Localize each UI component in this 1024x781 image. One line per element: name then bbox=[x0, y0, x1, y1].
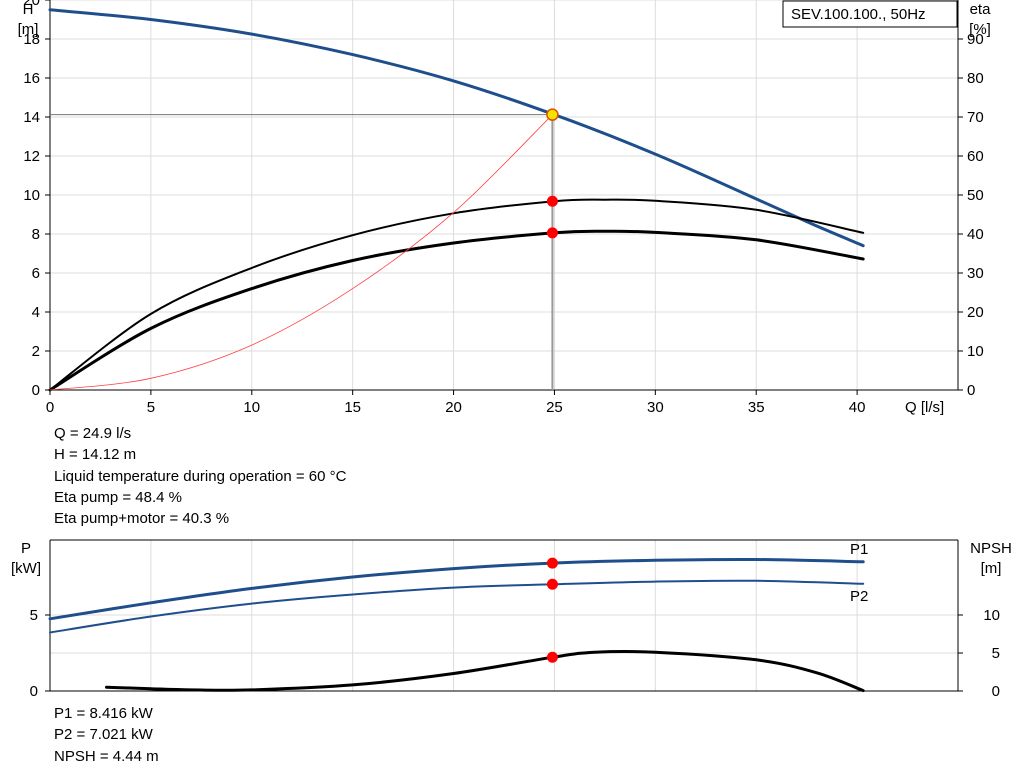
x-axis-label: Q [l/s] bbox=[905, 399, 944, 416]
y-tick-label-left: 10 bbox=[23, 187, 40, 204]
y-axis-label-right: NPSH bbox=[970, 540, 1012, 557]
y-tick-label-right: 80 bbox=[967, 70, 984, 87]
readout-head: H = 14.12 m bbox=[54, 446, 137, 464]
x-tick-label: 5 bbox=[147, 399, 155, 416]
y-axis-label-left: P bbox=[21, 540, 31, 557]
y-axis-unit-right: [%] bbox=[969, 21, 991, 38]
y-tick-label-left: 0 bbox=[30, 683, 38, 700]
y-axis-unit-left: [m] bbox=[18, 21, 39, 38]
readout-top: Q = 24.9 l/s H = 14.12 m Liquid temperat… bbox=[54, 423, 346, 529]
series-label-p2: P2 bbox=[850, 588, 868, 605]
y-tick-label-right: 0 bbox=[992, 683, 1000, 700]
series-h-line bbox=[48, 8, 865, 248]
y-tick-label-left: 16 bbox=[23, 70, 40, 87]
readout-npsh: NPSH = 4.44 m bbox=[54, 747, 159, 765]
y-tick-label-left: 6 bbox=[32, 265, 40, 282]
x-tick-label: 35 bbox=[748, 399, 765, 416]
x-tick-label: 20 bbox=[445, 399, 462, 416]
series-eta-pump-line bbox=[49, 198, 865, 391]
x-tick-label: 25 bbox=[546, 399, 563, 416]
chart-title-box bbox=[782, 0, 958, 28]
y-tick-label-right: 70 bbox=[967, 109, 984, 126]
x-tick-label: 10 bbox=[243, 399, 260, 416]
y-tick-label-right: 90 bbox=[967, 31, 984, 48]
readout-flow: Q = 24.9 l/s bbox=[54, 425, 132, 442]
y-tick-label-right: 20 bbox=[967, 304, 984, 321]
x-tick-label: 15 bbox=[344, 399, 361, 416]
readout-temperature: Liquid temperature during operation = 60… bbox=[54, 467, 347, 485]
readout-bottom: P1 = 8.416 kW P2 = 7.021 kW NPSH = 4.44 … bbox=[54, 703, 159, 767]
y-axis-unit-right: [m] bbox=[981, 560, 1002, 577]
operating-point-marker bbox=[546, 108, 559, 121]
y-tick-label-right: 0 bbox=[967, 382, 975, 399]
y-tick-label-right: 5 bbox=[992, 645, 1000, 662]
readout-p1: P1 = 8.416 kW bbox=[54, 705, 153, 722]
y-tick-label-left: 2 bbox=[32, 343, 40, 360]
y-tick-label-right: 50 bbox=[967, 187, 984, 204]
y-axis-unit-left: [kW] bbox=[11, 560, 41, 577]
y-axis-label-right: eta bbox=[970, 1, 992, 18]
chart-title: SEV.100.100., 50Hz bbox=[791, 6, 926, 23]
y-tick-label-right: 30 bbox=[967, 265, 984, 282]
y-tick-label-right: 10 bbox=[983, 607, 1000, 624]
readout-eta-pump: Eta pump = 48.4 % bbox=[54, 488, 182, 506]
x-tick-label: 0 bbox=[46, 399, 54, 416]
series-system-line bbox=[49, 114, 553, 391]
operating-point-marker bbox=[546, 227, 558, 239]
y-tick-label-left: 20 bbox=[23, 0, 40, 9]
operating-point-marker bbox=[546, 195, 558, 207]
y-tick-label-right: 10 bbox=[967, 343, 984, 360]
y-tick-label-left: 4 bbox=[32, 304, 40, 321]
y-tick-label-left: 5 bbox=[30, 607, 38, 624]
y-tick-label-left: 18 bbox=[23, 31, 40, 48]
x-tick-label: 40 bbox=[849, 399, 866, 416]
y-tick-label-left: 14 bbox=[23, 109, 40, 126]
readout-eta-pump-motor: Eta pump+motor = 40.3 % bbox=[54, 510, 230, 528]
series-label-p1: P1 bbox=[850, 541, 868, 558]
y-tick-label-left: 8 bbox=[32, 226, 40, 243]
y-tick-label-left: 0 bbox=[32, 382, 40, 399]
series-npsh-line bbox=[105, 649, 865, 693]
series-p2-line bbox=[49, 579, 865, 634]
series-p1-line bbox=[48, 557, 865, 621]
y-axis-label-left: H bbox=[23, 1, 34, 18]
readout-p2: P2 = 7.021 kW bbox=[54, 726, 153, 744]
operating-point-marker bbox=[546, 557, 558, 569]
series-eta-pump-motor-line bbox=[48, 229, 865, 392]
y-tick-label-right: 60 bbox=[967, 148, 984, 165]
y-tick-label-right: 40 bbox=[967, 226, 984, 243]
operating-point-marker bbox=[546, 651, 558, 663]
x-tick-label: 30 bbox=[647, 399, 664, 416]
operating-point-marker bbox=[546, 578, 558, 590]
y-tick-label-left: 12 bbox=[23, 148, 40, 165]
